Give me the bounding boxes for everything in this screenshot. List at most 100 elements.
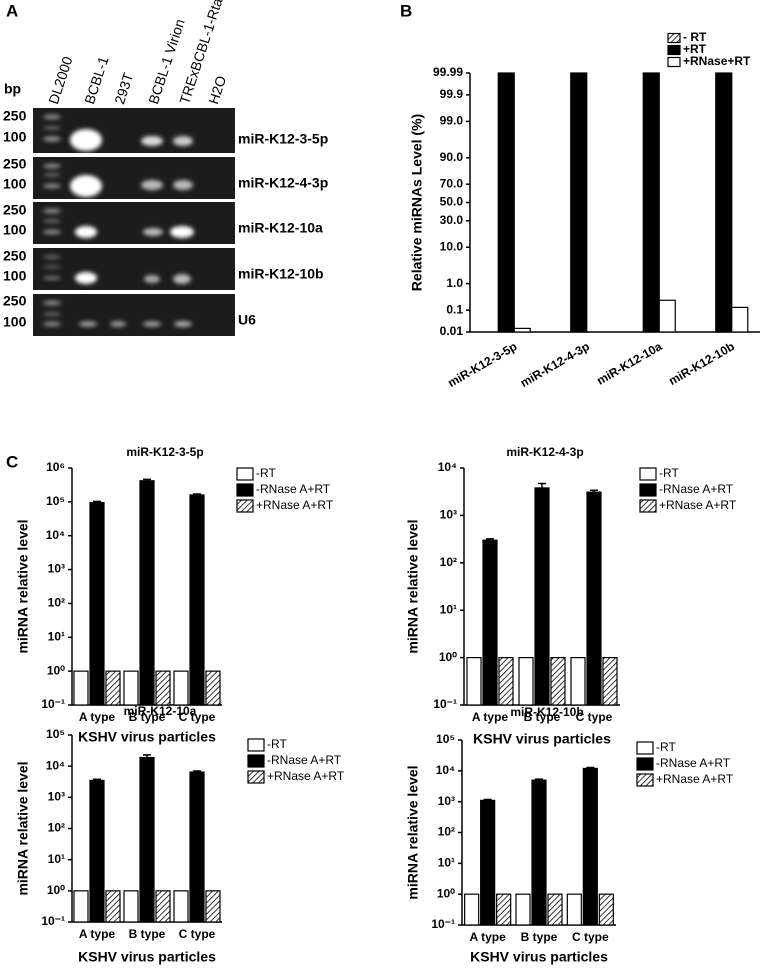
bar <box>497 72 515 333</box>
chart-title: miR-K12-10b <box>510 705 583 719</box>
lane-label: 293T <box>111 70 136 106</box>
bar <box>482 539 498 706</box>
error-bar <box>93 500 101 503</box>
chart-title: miR-K12-3-5p <box>126 445 203 459</box>
lane-label: DL2000 <box>45 54 75 106</box>
y-tick-label: 10⁰ <box>437 886 455 900</box>
x-tick-label: A type <box>470 930 507 944</box>
bar <box>123 890 139 923</box>
y-tick-label: 99.99 <box>433 65 463 79</box>
y-tick-label: 10² <box>440 555 457 569</box>
error-bar <box>486 538 494 541</box>
y-tick-label: 10⁵ <box>436 732 455 746</box>
legend-label: +RNase A+RT <box>256 498 334 512</box>
y-tick-label: 10¹ <box>48 629 65 643</box>
x-tick-label: A type <box>79 710 116 724</box>
legend-swatch <box>236 499 254 513</box>
legend-label: +RT <box>683 42 707 56</box>
panel-label: B <box>400 1 412 20</box>
x-tick-label: miR-K12-3-5p <box>445 339 519 390</box>
gel-strip <box>33 157 235 199</box>
y-tick-label: 10³ <box>438 794 455 808</box>
x-tick-label: A type <box>472 710 509 724</box>
y-tick-label: 10⁵ <box>46 727 65 741</box>
y-tick-label: 10⁴ <box>438 460 457 474</box>
marker-label: 100 <box>3 129 27 145</box>
y-tick-label: 30.0 <box>440 213 464 227</box>
bar <box>73 890 89 923</box>
row-label: miR-K12-3-5p <box>238 131 328 147</box>
legend-label: -RNase A+RT <box>256 482 331 496</box>
bar <box>205 670 221 706</box>
legend-swatch <box>639 467 657 481</box>
bar <box>518 656 534 706</box>
x-axis-label: KSHV virus particles <box>78 949 216 965</box>
marker-label: 100 <box>3 314 27 330</box>
legend-swatch <box>247 770 265 784</box>
bar <box>731 306 749 333</box>
y-tick-label: 10³ <box>48 790 65 804</box>
legend-label: -RT <box>256 466 276 480</box>
y-tick-label: 0.01 <box>440 324 464 338</box>
bar <box>515 893 531 926</box>
marker-label: 100 <box>3 222 27 238</box>
lane-label: H2O <box>205 74 229 106</box>
error-bar <box>143 754 151 758</box>
y-tick-label: 50.0 <box>440 195 464 209</box>
bar <box>139 756 155 923</box>
y-tick-label: 10.0 <box>440 239 464 253</box>
error-bar <box>193 770 201 772</box>
row-label: miR-K12-10a <box>238 220 323 236</box>
row-label: miR-K12-10b <box>238 266 324 282</box>
gel: bp DL2000 BCBL-1 293T BCBL-1 Virion TREx… <box>3 0 328 336</box>
y-tick-label: 10⁴ <box>436 763 455 777</box>
legend-label: +RNase A+RT <box>659 498 737 512</box>
x-tick-label: B type <box>524 710 561 724</box>
legend-swatch <box>636 741 654 755</box>
y-tick-label: 10⁻¹ <box>433 697 457 711</box>
gel-strip <box>33 108 235 153</box>
y-axis-label: miRNA relative level <box>405 765 421 899</box>
legend-label: -RT <box>267 737 287 751</box>
bar <box>464 893 480 926</box>
bar <box>155 890 171 923</box>
legend-swatch <box>247 738 265 752</box>
legend-swatch <box>236 483 254 497</box>
legend-swatch <box>639 499 657 513</box>
marker-label: 250 <box>3 202 27 218</box>
x-tick-label: C type <box>179 927 216 941</box>
bar <box>582 767 598 926</box>
x-tick-label: C type <box>576 710 613 724</box>
y-tick-label: 10⁰ <box>439 650 457 664</box>
bp-label: bp <box>4 81 21 97</box>
legend-label: - RT <box>683 30 707 44</box>
bar <box>105 670 121 706</box>
legend-swatch <box>639 483 657 497</box>
y-tick-label: 10² <box>48 821 65 835</box>
gel-strip <box>33 294 235 336</box>
x-tick-label: A type <box>79 927 116 941</box>
bar <box>602 656 618 706</box>
bar <box>598 893 614 926</box>
legend-swatch <box>247 754 265 768</box>
x-tick-label: C type <box>179 710 216 724</box>
bar <box>189 494 205 706</box>
bar <box>498 656 514 706</box>
bar <box>205 890 221 923</box>
y-tick-label: 99.9 <box>440 87 464 101</box>
y-axis-label: Relative miRNAs Level (%) <box>409 114 425 291</box>
bar <box>547 893 563 926</box>
legend-label: -RNase A+RT <box>267 753 342 767</box>
y-tick-label: 90.0 <box>440 150 464 164</box>
chart-title: miR-K12-4-3p <box>506 445 583 459</box>
y-tick-label: 10⁵ <box>46 494 65 508</box>
y-tick-label: 10¹ <box>438 856 455 870</box>
legend-swatch <box>667 56 681 68</box>
legend-swatch <box>667 32 681 44</box>
error-bar <box>193 493 201 495</box>
row-label: miR-K12-4-3p <box>238 175 328 191</box>
error-bar <box>590 489 598 493</box>
x-tick-label: miR-K12-10a <box>594 339 664 388</box>
